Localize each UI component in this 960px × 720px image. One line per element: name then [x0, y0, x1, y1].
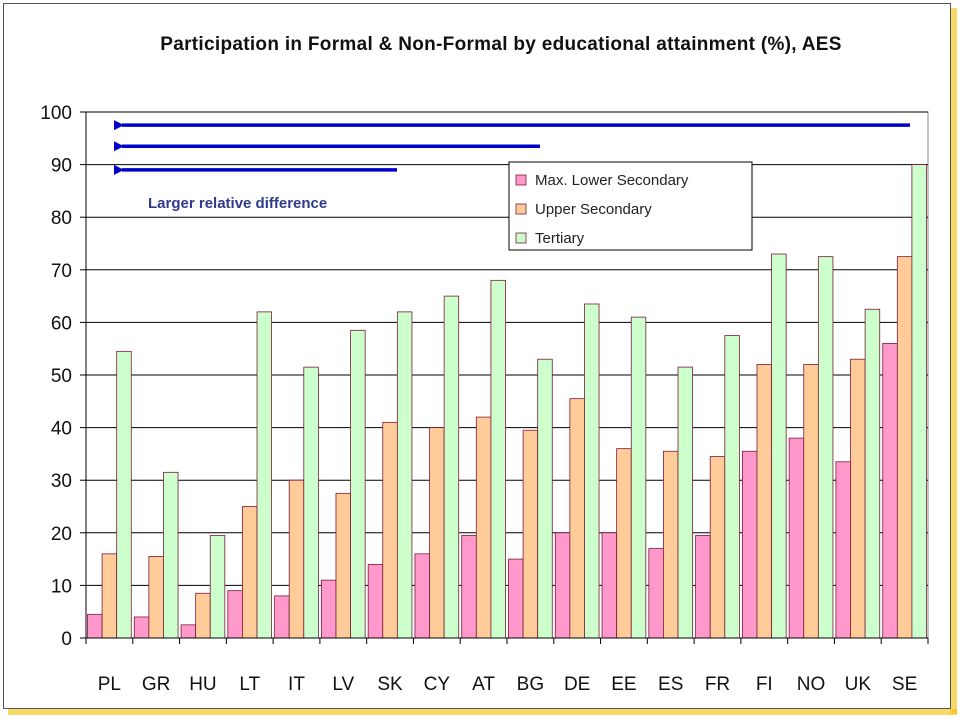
y-tick-label: 70 — [51, 261, 72, 282]
y-tick-label: 90 — [51, 156, 72, 177]
bar-upper-secondary-lt — [242, 506, 258, 639]
bar-upper-secondary-lv — [335, 492, 351, 639]
y-tick-label: 40 — [51, 419, 72, 440]
y-tick-label: 60 — [51, 313, 72, 334]
bar-max-lower-secondary-de — [554, 532, 571, 639]
bar-tertiary-sk — [396, 311, 413, 639]
bar-tertiary-gr — [163, 471, 179, 639]
bar-max-lower-secondary-bg — [508, 558, 524, 639]
grid-layer — [85, 111, 929, 639]
bar-max-lower-secondary-at — [461, 535, 477, 639]
x-tick-label: FR — [705, 674, 730, 695]
legend-swatch-tertiary — [515, 232, 527, 244]
bar-upper-secondary-fi — [756, 364, 772, 639]
bar-max-lower-secondary-it — [274, 595, 290, 639]
x-tick-label: FI — [756, 674, 773, 695]
y-tick-label: 10 — [51, 576, 72, 597]
bar-tertiary-no — [817, 256, 834, 639]
bar-upper-secondary-fr — [709, 456, 726, 639]
x-tick-label: ES — [658, 674, 683, 695]
chart-title: Participation in Formal & Non-Formal by … — [160, 34, 842, 55]
bar-max-lower-secondary-lt — [227, 590, 243, 639]
bar-upper-secondary-uk — [850, 358, 866, 639]
bar-tertiary-hu — [209, 535, 226, 639]
x-tick-label: NO — [797, 674, 826, 695]
x-tick-label: HU — [189, 674, 216, 695]
x-tick-label: SK — [377, 674, 403, 695]
bar-tertiary-de — [584, 303, 600, 639]
bar-max-lower-secondary-gr — [133, 616, 150, 639]
slide-shadow-bottom — [8, 709, 957, 715]
bar-upper-secondary-it — [288, 479, 305, 639]
bar-tertiary-bg — [537, 358, 553, 639]
y-tick-label: 80 — [51, 208, 72, 229]
bar-upper-secondary-sk — [382, 421, 398, 639]
x-tick-label: CY — [424, 674, 451, 695]
bar-tertiary-uk — [864, 308, 881, 639]
y-tick-label: 20 — [51, 524, 72, 545]
x-tick-label: SE — [892, 674, 917, 695]
x-tick-label: IT — [288, 674, 305, 695]
bar-max-lower-secondary-se — [882, 343, 898, 639]
y-tick-label: 0 — [61, 629, 72, 650]
bar-upper-secondary-pl — [101, 553, 118, 639]
x-tick-label: LV — [332, 674, 354, 695]
slide-shadow-right — [951, 8, 957, 714]
bar-max-lower-secondary-fr — [695, 535, 711, 639]
bar-upper-secondary-hu — [195, 592, 211, 639]
x-tick-label: UK — [845, 674, 872, 695]
bar-upper-secondary-se — [896, 256, 913, 639]
legend-box — [508, 161, 753, 251]
bar-upper-secondary-gr — [148, 556, 164, 639]
bar-upper-secondary-no — [803, 364, 819, 639]
bar-tertiary-se — [911, 164, 927, 639]
legend-swatch-max-lower-secondary — [515, 174, 527, 186]
bar-max-lower-secondary-lv — [320, 579, 337, 639]
bar-max-lower-secondary-no — [788, 437, 805, 639]
bar-upper-secondary-at — [475, 416, 492, 639]
bar-max-lower-secondary-pl — [87, 613, 103, 639]
bar-tertiary-fr — [724, 335, 740, 639]
bar-upper-secondary-ee — [616, 448, 632, 639]
bar-max-lower-secondary-ee — [601, 532, 618, 639]
bar-max-lower-secondary-hu — [180, 624, 197, 639]
bar-max-lower-secondary-fi — [741, 450, 758, 639]
y-tick-label: 50 — [51, 366, 72, 387]
bar-max-lower-secondary-es — [648, 548, 664, 639]
x-tick-label: AT — [472, 674, 495, 695]
legend-label-upper-secondary: Upper Secondary — [535, 201, 652, 218]
legend-swatch-upper-secondary — [515, 203, 527, 215]
bar-tertiary-fi — [771, 253, 787, 639]
bar-tertiary-pl — [116, 350, 132, 639]
bar-tertiary-es — [677, 366, 694, 639]
x-tick-label: EE — [611, 674, 636, 695]
bar-tertiary-ee — [630, 316, 647, 639]
axis-layer: 0 10 20 30 40 50 60 70 80 90 100 PL GR HU LT IT LV SK CY AT… — [40, 103, 929, 695]
bar-upper-secondary-es — [663, 450, 679, 639]
bar-upper-secondary-cy — [429, 427, 445, 639]
y-tick-label: 30 — [51, 471, 72, 492]
bar-tertiary-cy — [443, 295, 460, 639]
bar-upper-secondary-bg — [522, 429, 539, 639]
bar-max-lower-secondary-sk — [367, 563, 384, 639]
bar-upper-secondary-de — [569, 398, 585, 639]
x-tick-label: DE — [564, 674, 590, 695]
y-tick-label: 100 — [40, 103, 72, 124]
x-tick-label: LT — [239, 674, 260, 695]
legend-label-tertiary: Tertiary — [535, 230, 585, 247]
x-tick-label: PL — [98, 674, 121, 695]
bar-tertiary-it — [303, 366, 319, 639]
x-tick-label: GR — [142, 674, 171, 695]
annotation-larger-relative-difference: Larger relative difference — [148, 195, 327, 212]
x-tick-label: BG — [517, 674, 544, 695]
bar-tertiary-at — [490, 279, 506, 639]
bar-max-lower-secondary-cy — [414, 553, 430, 639]
legend-label-max-lower-secondary: Max. Lower Secondary — [535, 172, 689, 189]
bar-tertiary-lv — [350, 329, 366, 639]
legend: Max. Lower Secondary Upper Secondary Terti… — [508, 161, 753, 251]
bar-tertiary-lt — [256, 311, 273, 639]
bar-max-lower-secondary-uk — [835, 461, 851, 639]
arrows-layer: Larger relative difference — [114, 120, 910, 212]
